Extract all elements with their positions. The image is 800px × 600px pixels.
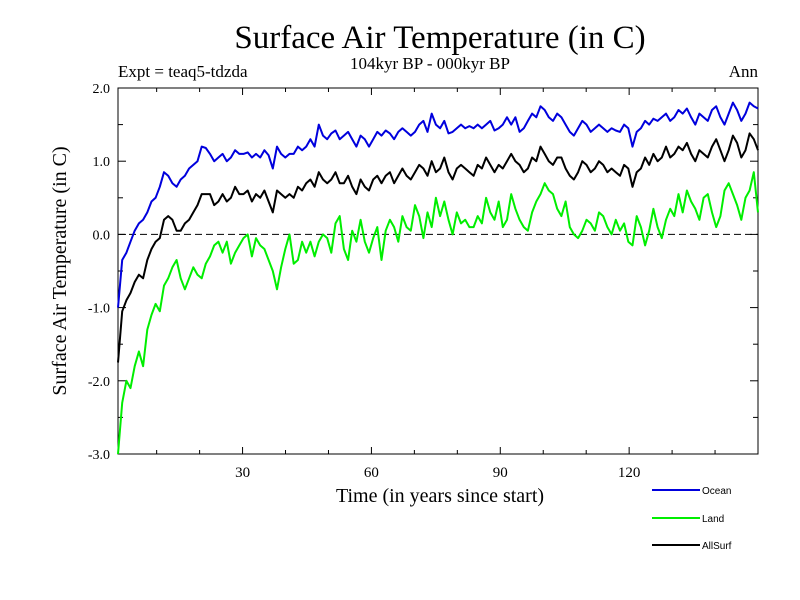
plot-area [117,87,759,455]
y-axis-label: Surface Air Temperature (in C) [49,146,71,395]
x-tick-labels: 30 60 90 120 [235,465,640,481]
y-tick-label: -1.0 [88,302,110,317]
legend: Ocean Land AllSurf [652,486,732,552]
x-axis-label: Time (in years since start) [336,485,544,507]
y-tick-label: 1.0 [93,155,111,170]
y-tick-label: -3.0 [88,448,110,463]
season-label: Ann [729,62,759,81]
legend-label-land: Land [702,514,724,525]
legend-label-ocean: Ocean [702,486,731,497]
series-lines [117,101,759,455]
x-tick-label: 60 [364,465,379,481]
series-line-land [117,171,759,455]
chart-title: Surface Air Temperature (in C) [234,20,645,56]
legend-label-allsurf: AllSurf [702,541,732,552]
experiment-label: Expt = teaq5-tdzda [118,62,248,81]
y-tick-label: -2.0 [88,375,110,390]
x-tick-label: 30 [235,465,250,481]
series-line-allsurf [117,132,759,363]
series-line-ocean [117,101,759,308]
x-tick-label: 120 [618,465,641,481]
x-tick-label: 90 [493,465,508,481]
y-tick-labels: -3.0 -2.0 -1.0 0.0 1.0 2.0 [88,82,110,463]
axis-ticks [118,87,758,455]
chart-subtitle: 104kyr BP - 000kyr BP [350,54,510,73]
plot-frame [117,87,759,455]
y-tick-label: 0.0 [93,228,111,243]
y-tick-label: 2.0 [93,82,111,97]
